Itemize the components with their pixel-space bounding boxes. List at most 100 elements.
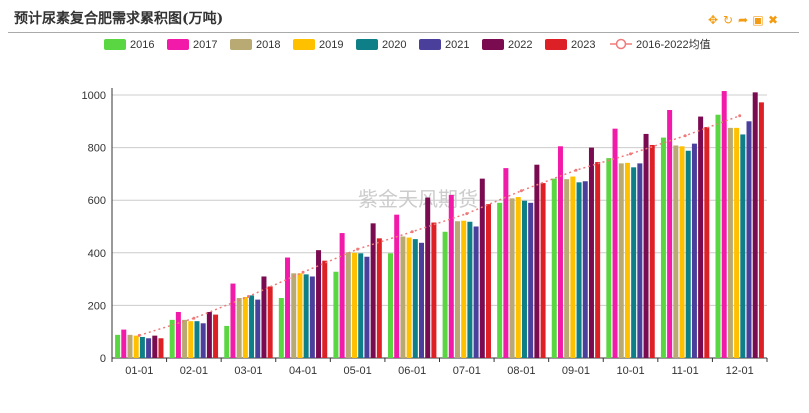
legend-label-2023[interactable]: 2023 (571, 39, 595, 51)
legend-label-2022[interactable]: 2022 (508, 39, 532, 51)
legend-swatch-2019[interactable] (293, 39, 315, 50)
bar-2017[interactable] (448, 194, 454, 358)
bar-2023[interactable] (540, 183, 546, 358)
bar-2021[interactable] (528, 202, 534, 358)
bar-2020[interactable] (139, 336, 145, 358)
save-image-icon[interactable]: ▣ (752, 13, 764, 27)
bar-2018[interactable] (618, 163, 624, 358)
bar-2019[interactable] (297, 273, 303, 358)
bar-2019[interactable] (515, 197, 521, 358)
bar-2022[interactable] (643, 133, 649, 358)
bar-2018[interactable] (345, 252, 351, 358)
bar-2018[interactable] (236, 298, 242, 358)
bar-2021[interactable] (691, 143, 697, 358)
legend-label-2017[interactable]: 2017 (193, 39, 217, 51)
bar-2016[interactable] (388, 253, 394, 358)
bar-2023[interactable] (158, 338, 164, 358)
bar-2021[interactable] (364, 256, 370, 358)
bar-2019[interactable] (242, 296, 248, 358)
bar-2016[interactable] (606, 158, 612, 358)
bar-2017[interactable] (503, 168, 509, 358)
bar-2022[interactable] (370, 223, 376, 358)
legend-label-2020[interactable]: 2020 (382, 39, 406, 51)
refresh-icon[interactable]: ↻ (722, 13, 734, 27)
bar-2022[interactable] (316, 250, 322, 358)
bar-2018[interactable] (727, 127, 733, 358)
bar-2016[interactable] (497, 202, 503, 358)
legend-label-2018[interactable]: 2018 (256, 39, 280, 51)
bar-2018[interactable] (454, 221, 460, 358)
bar-2017[interactable] (557, 146, 563, 358)
bar-2020[interactable] (358, 253, 364, 358)
bar-2019[interactable] (734, 127, 740, 358)
move-icon[interactable]: ✥ (707, 13, 719, 27)
bar-2021[interactable] (637, 163, 643, 358)
bar-2017[interactable] (612, 128, 618, 358)
legend-swatch-average-marker[interactable] (615, 38, 627, 50)
legend-swatch-2020[interactable] (356, 39, 378, 50)
bar-2019[interactable] (133, 335, 139, 358)
bar-2020[interactable] (576, 182, 582, 358)
legend-swatch-2021[interactable] (419, 39, 441, 50)
share-icon[interactable]: ➦ (737, 13, 749, 27)
bar-2021[interactable] (200, 323, 206, 358)
bar-2023[interactable] (322, 260, 328, 358)
bar-2021[interactable] (419, 242, 425, 358)
bar-2021[interactable] (309, 276, 315, 358)
bar-2019[interactable] (406, 237, 412, 358)
bar-2016[interactable] (715, 114, 721, 358)
bar-2022[interactable] (425, 197, 431, 358)
legend-label-2019[interactable]: 2019 (319, 39, 343, 51)
legend-swatch-2016[interactable] (104, 39, 126, 50)
bar-2016[interactable] (115, 334, 121, 358)
bar-2023[interactable] (595, 162, 601, 358)
legend-label-average[interactable]: 2016-2022均值 (636, 38, 711, 51)
bar-2021[interactable] (746, 121, 752, 358)
bar-2018[interactable] (400, 236, 406, 358)
bar-2021[interactable] (582, 181, 588, 358)
bar-2016[interactable] (551, 178, 557, 358)
bar-2023[interactable] (485, 204, 491, 358)
bar-2021[interactable] (146, 338, 152, 358)
bar-2017[interactable] (394, 214, 400, 358)
bar-2016[interactable] (442, 231, 448, 358)
bar-2016[interactable] (224, 325, 230, 358)
bar-2018[interactable] (564, 179, 570, 358)
bar-2017[interactable] (721, 91, 727, 359)
bar-2022[interactable] (588, 147, 594, 358)
bar-2023[interactable] (267, 286, 273, 358)
bar-2023[interactable] (376, 238, 382, 358)
legend-swatch-2023[interactable] (545, 39, 567, 50)
bar-2016[interactable] (660, 137, 666, 358)
bar-2019[interactable] (352, 252, 358, 358)
bar-2019[interactable] (570, 176, 576, 358)
bar-2020[interactable] (521, 200, 527, 358)
bar-2018[interactable] (509, 198, 515, 358)
bar-2023[interactable] (758, 102, 764, 358)
bar-2020[interactable] (194, 321, 200, 358)
legend-label-2016[interactable]: 2016 (130, 39, 154, 51)
bar-2018[interactable] (673, 145, 679, 358)
bar-2022[interactable] (261, 276, 267, 358)
bar-2016[interactable] (333, 271, 339, 358)
bar-2019[interactable] (461, 220, 467, 358)
bar-2017[interactable] (175, 311, 181, 358)
bar-2022[interactable] (152, 335, 158, 358)
bar-2021[interactable] (255, 299, 261, 358)
bar-2023[interactable] (704, 127, 710, 358)
bar-2023[interactable] (431, 222, 437, 358)
bar-2018[interactable] (182, 319, 188, 358)
bar-2019[interactable] (624, 162, 630, 358)
bar-2017[interactable] (121, 329, 127, 358)
bar-2020[interactable] (740, 134, 746, 358)
bar-2019[interactable] (188, 321, 194, 358)
bar-2018[interactable] (127, 334, 133, 358)
bar-2020[interactable] (631, 167, 637, 358)
bar-2022[interactable] (206, 311, 212, 358)
bar-2022[interactable] (534, 164, 540, 358)
bar-2022[interactable] (752, 92, 758, 359)
bar-2023[interactable] (213, 314, 219, 358)
bar-2022[interactable] (698, 116, 704, 358)
bar-2017[interactable] (230, 283, 236, 358)
legend-label-2021[interactable]: 2021 (445, 39, 469, 51)
